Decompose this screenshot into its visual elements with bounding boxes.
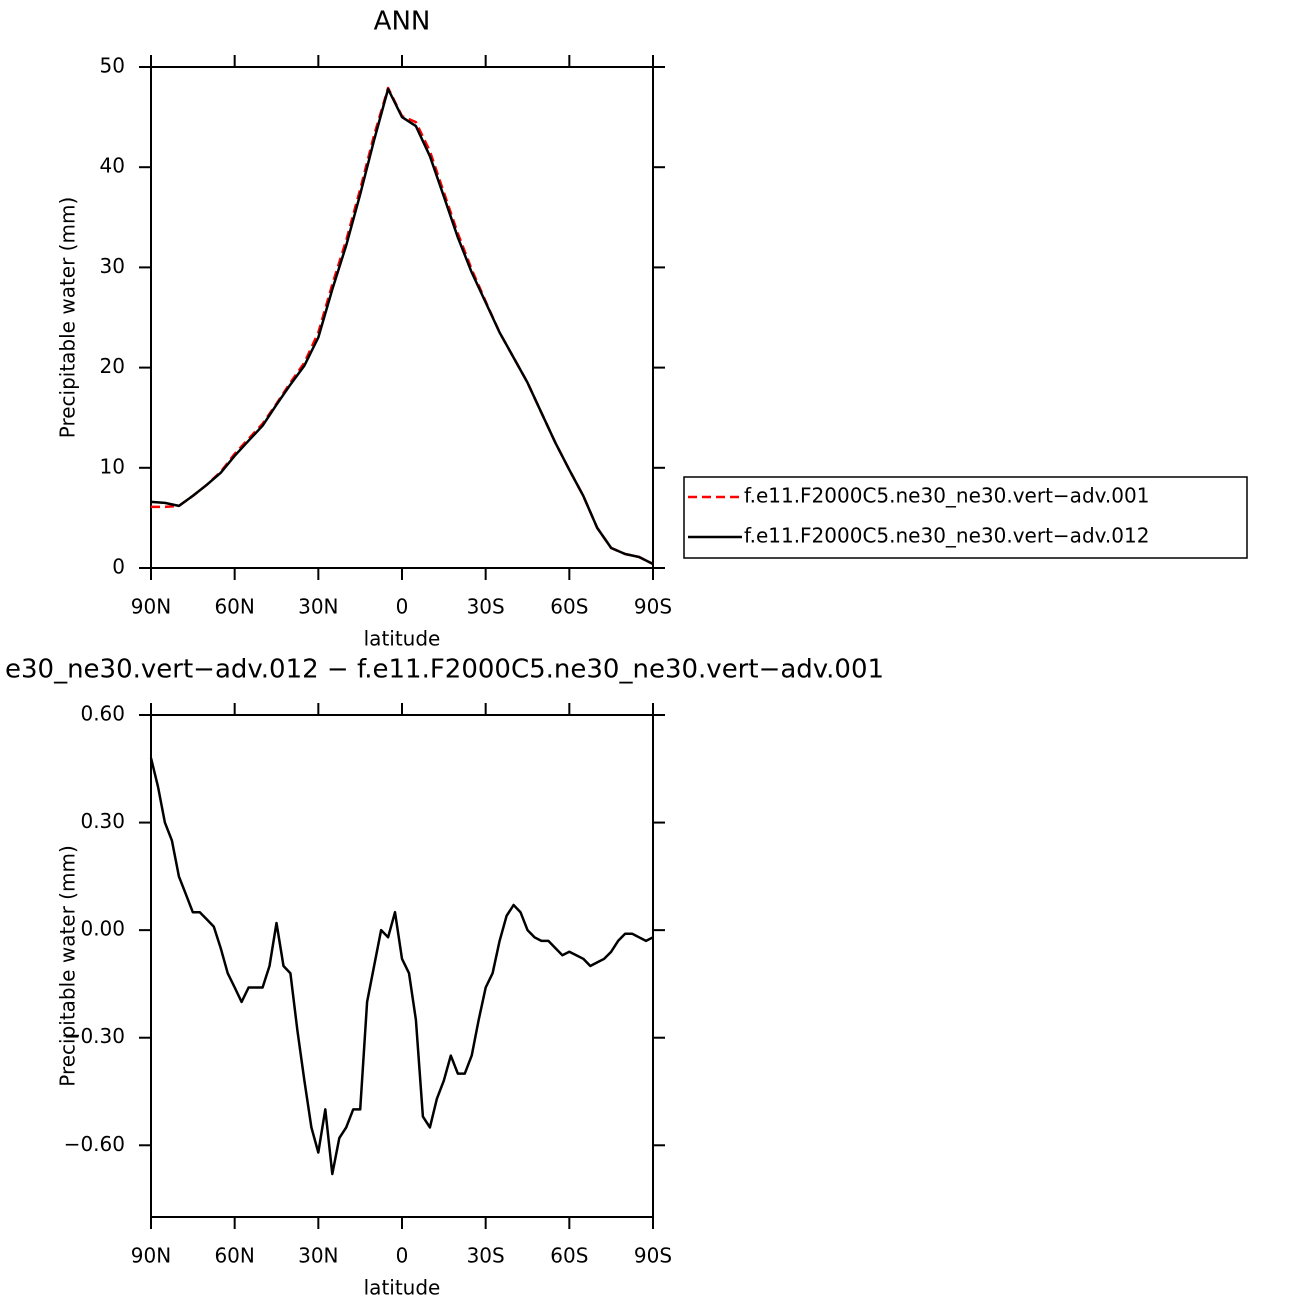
legend-box bbox=[683, 476, 1248, 559]
x-tick-label: 30S bbox=[467, 1244, 505, 1268]
data-line bbox=[150, 87, 654, 566]
legend-label: f.e11.F2000C5.ne30_ne30.vert−adv.001 bbox=[744, 484, 1149, 508]
data-line bbox=[151, 86, 654, 566]
x-tick-label: 60N bbox=[214, 595, 254, 619]
y-tick-label: 30 bbox=[100, 254, 125, 278]
x-tick-label: 90S bbox=[634, 1244, 672, 1268]
legend-label: f.e11.F2000C5.ne30_ne30.vert−adv.012 bbox=[744, 524, 1149, 548]
x-tick-label: 60N bbox=[214, 1244, 254, 1268]
y-tick-label: 0 bbox=[112, 555, 125, 579]
y-axis-label: Precipitable water (mm) bbox=[56, 197, 80, 439]
x-tick-label: 90N bbox=[131, 1244, 171, 1268]
chart-title: ANN bbox=[374, 7, 431, 37]
y-tick-label: −0.30 bbox=[64, 1024, 125, 1048]
x-tick-label: 90S bbox=[634, 595, 672, 619]
x-tick-label: 90N bbox=[131, 595, 171, 619]
x-tick-label: 0 bbox=[396, 1244, 409, 1268]
y-tick-label: 0.00 bbox=[80, 917, 125, 941]
x-tick-label: 30S bbox=[467, 595, 505, 619]
chart-title: e30_ne30.vert−adv.012 − f.e11.F2000C5.ne… bbox=[5, 655, 884, 685]
y-tick-label: 50 bbox=[100, 54, 125, 78]
y-tick-label: 40 bbox=[100, 154, 125, 178]
x-axis-label: latitude bbox=[364, 1276, 441, 1300]
data-line bbox=[149, 757, 654, 1176]
x-tick-label: 30N bbox=[298, 595, 338, 619]
y-tick-label: 0.30 bbox=[80, 809, 125, 833]
y-tick-label: 0.60 bbox=[80, 702, 125, 726]
y-tick-label: 20 bbox=[100, 354, 125, 378]
x-tick-label: 0 bbox=[396, 595, 409, 619]
y-tick-label: 10 bbox=[100, 454, 125, 478]
plot-frame bbox=[150, 66, 654, 569]
x-tick-label: 60S bbox=[550, 595, 588, 619]
plot-frame bbox=[150, 714, 654, 1218]
y-tick-label: −0.60 bbox=[64, 1132, 125, 1156]
x-tick-label: 60S bbox=[550, 1244, 588, 1268]
y-axis-label: Precipitable water (mm) bbox=[56, 845, 80, 1087]
x-axis-label: latitude bbox=[364, 627, 441, 651]
x-tick-label: 30N bbox=[298, 1244, 338, 1268]
